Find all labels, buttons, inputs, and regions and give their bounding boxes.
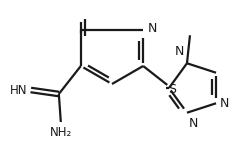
Text: NH₂: NH₂ bbox=[50, 126, 72, 139]
Text: N: N bbox=[220, 97, 230, 110]
Text: N: N bbox=[175, 45, 184, 58]
Text: HN: HN bbox=[10, 84, 28, 97]
Text: S: S bbox=[168, 82, 176, 95]
Text: N: N bbox=[148, 22, 157, 34]
Text: N: N bbox=[189, 117, 198, 130]
